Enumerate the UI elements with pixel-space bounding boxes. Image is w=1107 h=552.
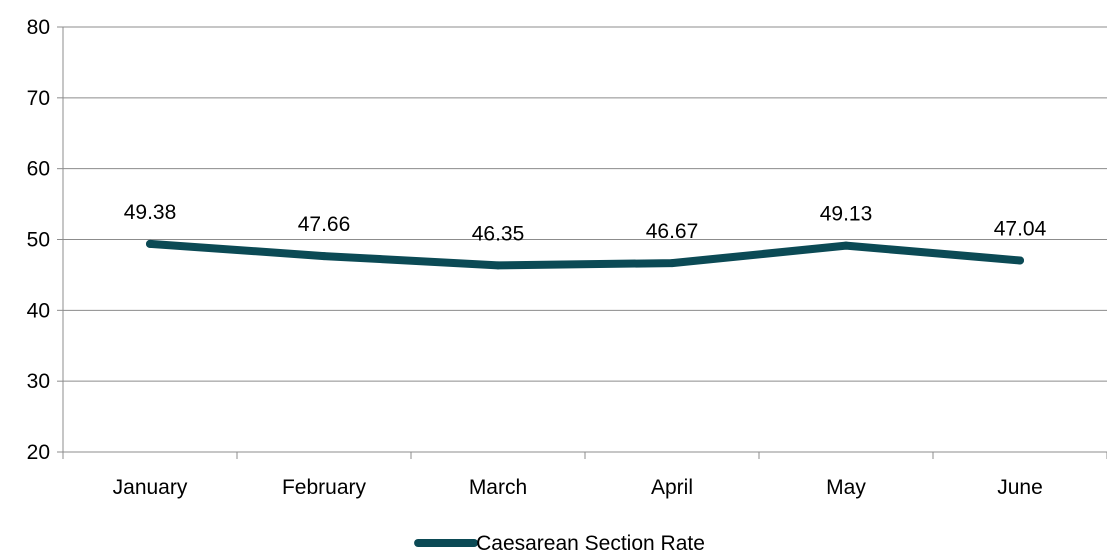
data-point xyxy=(1016,256,1024,265)
x-tick-label: February xyxy=(282,476,367,499)
data-label: 49.13 xyxy=(820,203,873,226)
x-tick-label: January xyxy=(113,476,188,499)
legend: Caesarean Section Rate xyxy=(414,532,705,552)
data-label: 46.35 xyxy=(472,222,525,245)
legend-label: Caesarean Section Rate xyxy=(476,532,705,552)
data-point xyxy=(494,261,502,270)
gridlines xyxy=(63,26,1107,382)
data-labels: 49.38 47.66 46.35 46.67 49.13 47.04 xyxy=(124,201,1047,245)
x-tick-label: March xyxy=(469,476,527,499)
x-tick-label: May xyxy=(826,476,866,499)
series-line xyxy=(146,239,1024,270)
y-tick-label: 20 xyxy=(27,441,50,464)
tick-labels: 20 30 40 50 60 70 80 January February March April M… xyxy=(27,16,1043,499)
y-tick-label: 40 xyxy=(27,299,50,322)
data-point xyxy=(320,252,328,261)
data-point xyxy=(842,241,850,250)
y-tick-label: 50 xyxy=(27,229,50,252)
data-point xyxy=(668,259,676,268)
data-label: 47.66 xyxy=(298,213,351,236)
data-point xyxy=(146,239,154,248)
axes xyxy=(57,26,1107,459)
y-tick-label: 30 xyxy=(27,370,50,393)
y-tick-label: 70 xyxy=(27,87,50,110)
data-label: 47.04 xyxy=(994,217,1047,240)
y-tick-label: 80 xyxy=(27,16,50,39)
data-label: 49.38 xyxy=(124,201,177,224)
series-layer xyxy=(146,239,1024,270)
data-label: 46.67 xyxy=(646,220,699,243)
y-tick-label: 60 xyxy=(27,158,50,181)
x-tick-label: April xyxy=(651,476,693,499)
x-tick-label: June xyxy=(997,476,1043,499)
